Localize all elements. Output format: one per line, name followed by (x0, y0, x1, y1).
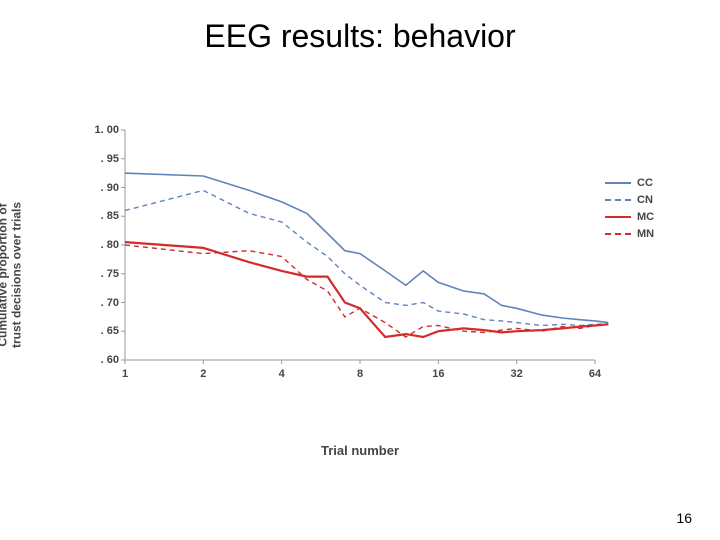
legend-label: CC (637, 177, 653, 189)
y-tick-label: . 70 (101, 297, 125, 309)
x-tick-label: 2 (200, 368, 206, 380)
x-tick-label: 1 (122, 368, 128, 380)
x-tick-label: 32 (511, 368, 523, 380)
legend-label: MC (637, 211, 654, 223)
legend-swatch (605, 233, 631, 235)
legend-swatch (605, 199, 631, 201)
y-tick-label: 1. 00 (95, 124, 125, 136)
y-tick-label: . 85 (101, 210, 125, 222)
legend-row-CC: CC (605, 176, 654, 190)
y-tick-label: . 90 (101, 182, 125, 194)
y-axis-label-line2: trust decisions over trials (10, 165, 24, 385)
slide-title: EEG results: behavior (0, 18, 720, 55)
legend: CC CN MC MN (605, 176, 654, 244)
y-axis-label: Cumulative proportion of trust decisions… (0, 165, 24, 385)
legend-label: CN (637, 194, 653, 206)
x-tick-label: 4 (279, 368, 285, 380)
legend-row-CN: CN (605, 193, 654, 207)
legend-swatch (605, 182, 631, 184)
y-tick-label: . 95 (101, 153, 125, 165)
legend-row-MC: MC (605, 210, 654, 224)
legend-label: MN (637, 228, 654, 240)
eeg-behavior-chart: Cumulative proportion of trust decisions… (40, 130, 680, 420)
x-tick-label: 16 (432, 368, 444, 380)
y-tick-label: . 75 (101, 268, 125, 280)
y-tick-label: . 65 (101, 325, 125, 337)
legend-row-MN: MN (605, 227, 654, 241)
y-tick-label: . 80 (101, 239, 125, 251)
y-tick-label: . 60 (101, 354, 125, 366)
legend-swatch (605, 216, 631, 218)
plot-area (125, 130, 595, 360)
x-axis-label: Trial number (40, 443, 680, 458)
x-tick-label: 8 (357, 368, 363, 380)
page-number: 16 (676, 510, 692, 526)
y-axis-label-line1: Cumulative proportion of (0, 203, 10, 346)
plot-svg (125, 130, 595, 360)
x-tick-label: 64 (589, 368, 601, 380)
